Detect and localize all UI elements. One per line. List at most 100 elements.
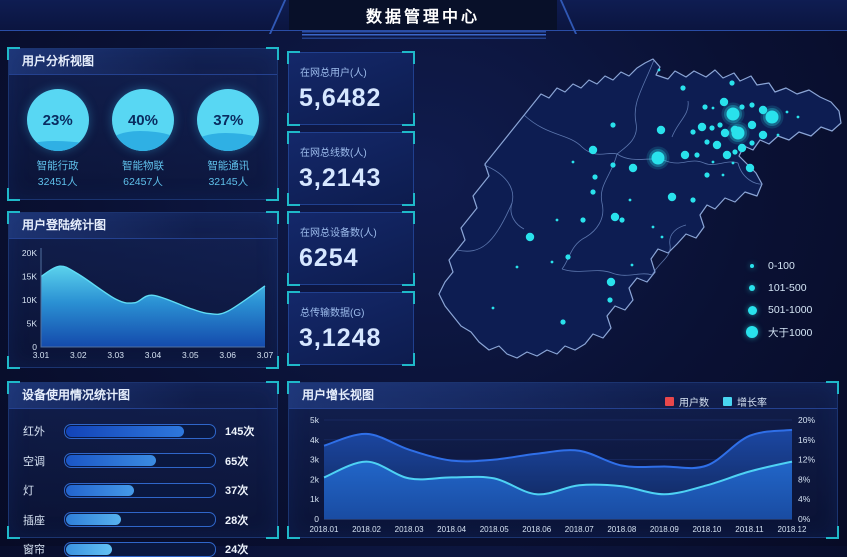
map-bubble[interactable] — [720, 128, 730, 138]
map-bubble[interactable] — [731, 126, 745, 140]
map-bubble[interactable] — [550, 260, 554, 264]
x-tick-label: 3.01 — [33, 350, 50, 360]
map-bubble[interactable] — [565, 254, 571, 260]
map-bubble[interactable] — [592, 174, 598, 180]
legend-swatch-icon — [723, 397, 732, 406]
map-bubble[interactable] — [690, 197, 696, 203]
map-bubble[interactable] — [758, 130, 768, 140]
map-bubble[interactable] — [651, 151, 665, 165]
kpi-card: 在网总设备数(人) 6254 — [287, 211, 415, 286]
map-bubble[interactable] — [667, 192, 677, 202]
map-bubble[interactable] — [610, 122, 616, 128]
x-tick-label: 3.07 — [257, 350, 274, 360]
map-bubble[interactable] — [588, 145, 598, 155]
map-bubble[interactable] — [580, 217, 586, 223]
map-bubble[interactable] — [732, 149, 738, 155]
map-bubble[interactable] — [619, 217, 625, 223]
map-bubble[interactable] — [694, 152, 700, 158]
map-bubble[interactable] — [747, 120, 757, 130]
kpi-label: 在网总线数(人) — [300, 148, 367, 159]
device-bar-track[interactable] — [64, 423, 216, 439]
gauge-count: 32451人 — [37, 176, 78, 189]
map-bubble[interactable] — [731, 161, 735, 165]
map-bubble[interactable] — [717, 122, 723, 128]
login-area-fill — [41, 266, 265, 347]
y-tick-label: 15K — [22, 272, 37, 282]
map-bubble[interactable] — [697, 122, 707, 132]
map-bubble[interactable] — [690, 129, 696, 135]
map-bubble[interactable] — [749, 140, 755, 146]
map-bubble[interactable] — [722, 150, 732, 160]
map-bubble[interactable] — [560, 319, 566, 325]
legend-item[interactable]: 增长率 — [723, 394, 767, 409]
panel-login-stats: 用户登陆统计图 0 5K 10K 15K 20K 3.01 3.02 3.03 3.04 3.05… — [7, 211, 279, 369]
device-bar-track[interactable] — [64, 512, 216, 527]
map-bubble[interactable] — [657, 68, 661, 72]
map-bubble[interactable] — [555, 218, 559, 222]
map-bubble[interactable] — [571, 160, 575, 164]
legend-item[interactable]: 用户数 — [665, 394, 709, 409]
map-bubble[interactable] — [610, 212, 620, 222]
device-bar-track[interactable] — [64, 482, 216, 498]
map-bubble[interactable] — [525, 232, 535, 242]
device-bar-fill — [66, 425, 185, 437]
device-bar-fill — [66, 484, 135, 496]
kpi-card: 在网总线数(人) 3,2143 — [287, 131, 415, 206]
map-bubble[interactable] — [628, 163, 638, 173]
header-bar: 数据管理中心 — [0, 0, 847, 40]
map-bubble[interactable] — [796, 115, 800, 119]
map-bubble[interactable] — [712, 140, 722, 150]
map-bubble[interactable] — [680, 150, 690, 160]
map-bubble[interactable] — [737, 143, 747, 153]
liquid-gauge[interactable]: 40% 智能物联 62457人 — [103, 89, 183, 191]
map-bubble[interactable] — [749, 102, 755, 108]
map-bubble[interactable] — [651, 225, 655, 229]
map-bubble[interactable] — [590, 189, 596, 195]
map-bubble[interactable] — [758, 105, 768, 115]
map-bubble[interactable] — [711, 106, 715, 110]
map-bubble[interactable] — [726, 107, 740, 121]
map-bubble[interactable] — [765, 110, 779, 124]
map-bubble[interactable] — [729, 80, 735, 86]
map-bubble[interactable] — [660, 235, 664, 239]
map-bubble[interactable] — [785, 110, 789, 114]
login-area-chart[interactable]: 0 5K 10K 15K 20K 3.01 3.02 3.03 3.04 3.05 3.06 3.07 — [13, 243, 275, 365]
map-bubble[interactable] — [491, 306, 495, 310]
map-bubble[interactable] — [709, 125, 715, 131]
map-bubble[interactable] — [515, 265, 519, 269]
liquid-gauge[interactable]: 37% 智能通讯 32145人 — [188, 89, 268, 191]
map-bubble[interactable] — [704, 172, 710, 178]
x-tick-label: 2018.04 — [437, 525, 466, 534]
map-bubble[interactable] — [606, 277, 616, 287]
device-label: 灯 — [23, 485, 34, 497]
map-bubble[interactable] — [702, 104, 708, 110]
growth-rate-line — [323, 460, 793, 496]
liquid-gauges[interactable]: 23% 智能行政 32451人 40% 智能物联 62457人 37% 智能通讯 32145人 — [9, 75, 277, 191]
device-usage-bars[interactable]: 红外 145次 空调 65次灯 37次 插座 28次 窗帘 24次 — [9, 409, 277, 557]
map-bubble[interactable] — [704, 139, 710, 145]
kpi-card: 在网总用户(人) 5,6482 — [287, 51, 415, 126]
map-bubble[interactable] — [739, 104, 745, 110]
growth-area-chart[interactable]: 0 1k 2k 3k 4k 5k 0% 4% 8% 12% 16% 20% 2018.01 2018.02… — [294, 412, 832, 536]
map-bubble[interactable] — [680, 85, 686, 91]
device-bar-track[interactable] — [64, 541, 216, 557]
map-bubble[interactable] — [711, 160, 715, 164]
map-bubble[interactable] — [745, 163, 755, 173]
device-value: 145次 — [225, 426, 255, 438]
device-row: 空调 65次 — [23, 453, 263, 469]
province-bubble-map[interactable] — [420, 45, 844, 375]
map-bubbles[interactable] — [491, 68, 800, 325]
map-bubble[interactable] — [656, 125, 666, 135]
map-bubble[interactable] — [630, 263, 634, 267]
kpi-label: 在网总用户(人) — [300, 68, 367, 79]
map-bubble[interactable] — [721, 173, 725, 177]
map-bubble[interactable] — [776, 133, 780, 137]
liquid-gauge[interactable]: 23% 智能行政 32451人 — [18, 89, 98, 191]
map-bubble[interactable] — [719, 97, 729, 107]
page-title: 数据管理中心 — [365, 9, 480, 26]
map-bubble[interactable] — [607, 297, 613, 303]
legend-label: 501-1000 — [768, 304, 813, 316]
map-bubble[interactable] — [628, 198, 632, 202]
map-bubble[interactable] — [610, 162, 616, 168]
device-bar-track[interactable] — [64, 453, 216, 468]
